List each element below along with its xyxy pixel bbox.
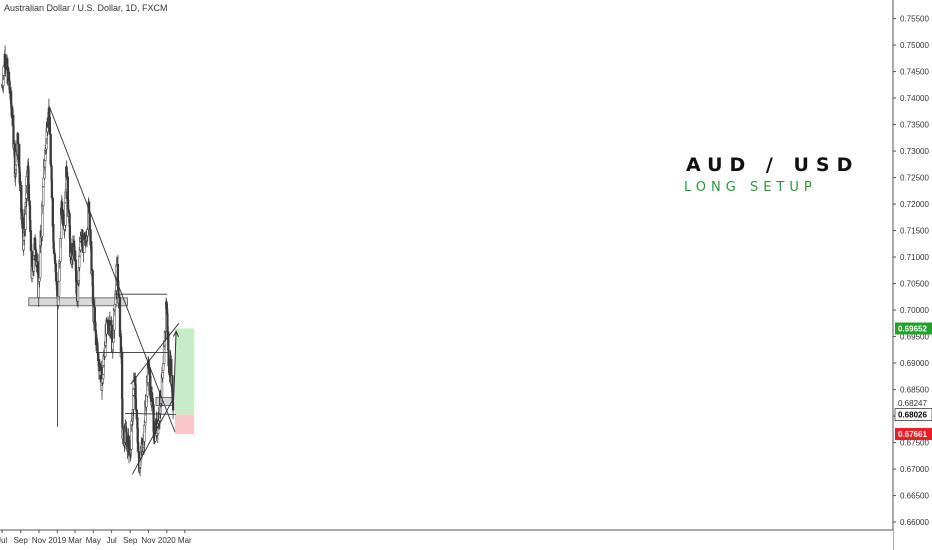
plain-price-label: 0.68247 [898, 399, 927, 408]
current-price-badge [894, 408, 932, 421]
y-tick-label: 0.68500 [900, 386, 929, 395]
y-tick-label: 0.67000 [900, 465, 929, 474]
x-tick-label: Jul [0, 536, 7, 545]
x-tick-label: Sep [14, 536, 29, 545]
y-tick-label: 0.66000 [900, 518, 929, 527]
candle-body [132, 395, 135, 410]
y-tick-label: 0.72500 [900, 174, 929, 183]
trend-line [125, 412, 176, 415]
candle-body [21, 209, 24, 216]
plain-price-badge [895, 396, 932, 409]
candle-body [14, 164, 18, 170]
y-tick-label: 0.74500 [900, 68, 929, 77]
candle-body [32, 259, 36, 272]
target-price-label: 0.69652 [898, 324, 927, 333]
candle-body [49, 134, 52, 165]
y-tick-label: 0.73500 [900, 121, 929, 130]
candle-body [120, 351, 124, 399]
trend-line [130, 323, 180, 385]
candle-body [18, 143, 21, 168]
candle-body [57, 280, 61, 297]
candle-body [65, 166, 68, 178]
candle-body [52, 223, 55, 242]
current-price-label: 0.68026 [898, 411, 927, 420]
price-axis [893, 0, 932, 550]
candle-body [64, 189, 68, 193]
candle-body [64, 202, 67, 226]
candle-body [66, 176, 69, 201]
x-tick-label: 2020 [158, 536, 176, 545]
x-tick-label: 2019 [48, 536, 66, 545]
y-tick-label: 0.70000 [900, 306, 929, 315]
time-axis [0, 530, 893, 550]
x-tick-label: Mar [178, 536, 192, 545]
chart-title: Australian Dollar / U.S. Dollar, 1D, FXC… [4, 3, 168, 13]
projection-arrow [173, 331, 177, 401]
x-tick-label: Sep [123, 536, 138, 545]
candles [1, 45, 175, 477]
candle-body [21, 215, 24, 229]
x-tick-label: Mar [68, 536, 82, 545]
pair-annotation: AUD / USD [686, 154, 860, 176]
candle-body [161, 370, 165, 373]
y-tick-label: 0.66500 [900, 492, 929, 501]
candle-body [171, 402, 175, 411]
x-tick-label: Jul [106, 536, 116, 545]
trend-line [48, 105, 176, 433]
candle-body [102, 374, 105, 380]
target-price-badge [895, 322, 932, 335]
target-zone [174, 328, 195, 415]
stop-zone [174, 414, 195, 435]
y-tick-label: 0.73000 [900, 147, 929, 156]
stop-price-badge [895, 428, 932, 441]
y-tick-label: 0.70500 [900, 280, 929, 289]
setup-annotation: LONG SETUP [684, 180, 817, 195]
candle-body [42, 186, 45, 206]
candle-body [111, 341, 114, 350]
y-tick-label: 0.71000 [900, 253, 929, 262]
y-tick-label: 0.72000 [900, 200, 929, 209]
candle-body [76, 284, 80, 302]
y-tick-label: 0.71500 [900, 227, 929, 236]
x-tick-label: Nov [32, 536, 46, 545]
x-tick-label: Nov [141, 536, 155, 545]
x-tick-label: May [86, 536, 101, 545]
candle-body [144, 422, 147, 426]
candle-body [18, 172, 21, 184]
y-tick-label: 0.75500 [900, 15, 929, 24]
stop-price-label: 0.67661 [898, 430, 927, 439]
y-tick-label: 0.75000 [900, 41, 929, 50]
candle-body [165, 308, 169, 315]
y-tick-label: 0.67500 [900, 439, 929, 448]
y-tick-label: 0.69000 [900, 359, 929, 368]
y-tick-label: 0.74000 [900, 94, 929, 103]
projection-arrow-head [172, 330, 179, 337]
y-tick-label: 0.69500 [900, 333, 929, 342]
candle-body [50, 166, 53, 181]
candle-body [93, 306, 96, 322]
trend-line [131, 399, 173, 475]
candle-body [43, 160, 47, 168]
candle-body [134, 398, 138, 410]
candle-body [78, 255, 81, 268]
candle-body [50, 180, 54, 199]
